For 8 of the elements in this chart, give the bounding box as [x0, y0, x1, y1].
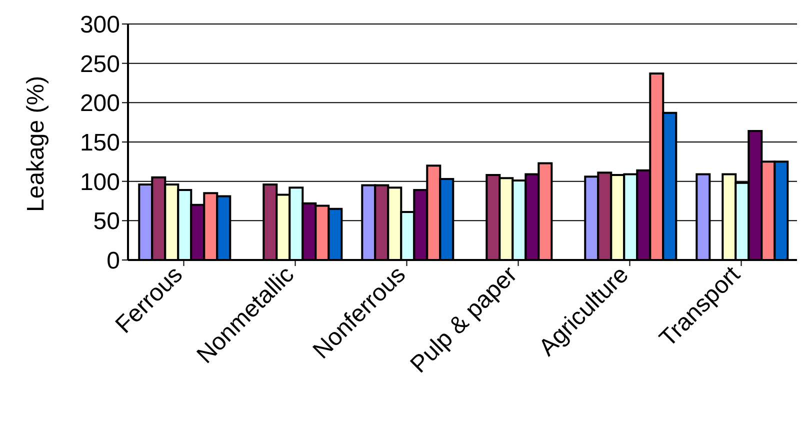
y-tick-label: 300 [80, 12, 120, 39]
y-tick-label: 50 [93, 208, 120, 236]
y-tick-label: 100 [80, 168, 120, 196]
y-axis-title: Leakage (%) [22, 76, 50, 212]
y-tick-label: 0 [106, 248, 120, 275]
y-tick-label: 200 [80, 90, 120, 118]
y-tick-label: 250 [80, 50, 120, 78]
y-tick-label: 150 [80, 130, 120, 157]
